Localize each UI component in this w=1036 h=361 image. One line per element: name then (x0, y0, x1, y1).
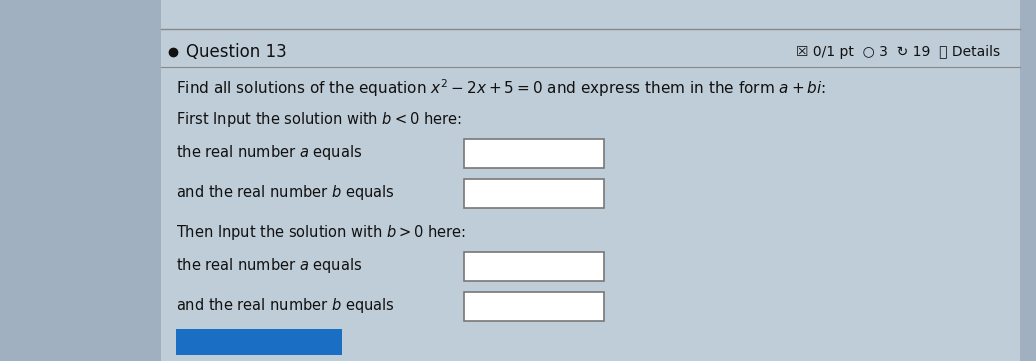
Text: Then Input the solution with $b > 0$ here:: Then Input the solution with $b > 0$ her… (176, 223, 466, 242)
Text: First Input the solution with $b < 0$ here:: First Input the solution with $b < 0$ he… (176, 110, 462, 129)
Text: and the real number $b$ equals: and the real number $b$ equals (176, 296, 395, 314)
Bar (464, 292, 604, 321)
Bar (464, 252, 604, 281)
Bar (464, 139, 604, 168)
Text: the real number $a$ equals: the real number $a$ equals (176, 256, 363, 275)
Text: and the real number $b$ equals: and the real number $b$ equals (176, 183, 395, 201)
Text: ☒ 0/1 pt  ○ 3  ↻ 19  Ⓘ Details: ☒ 0/1 pt ○ 3 ↻ 19 Ⓘ Details (796, 45, 1000, 59)
Bar (176, 329, 342, 355)
Bar (464, 179, 604, 208)
Bar (161, 0, 1020, 361)
Text: Submit Question: Submit Question (194, 335, 324, 348)
Text: the real number $a$ equals: the real number $a$ equals (176, 143, 363, 162)
Text: Question 13: Question 13 (186, 43, 287, 61)
Text: Find all solutions of the equation $x^2 - 2x + 5 = 0$ and express them in the fo: Find all solutions of the equation $x^2 … (176, 78, 827, 99)
